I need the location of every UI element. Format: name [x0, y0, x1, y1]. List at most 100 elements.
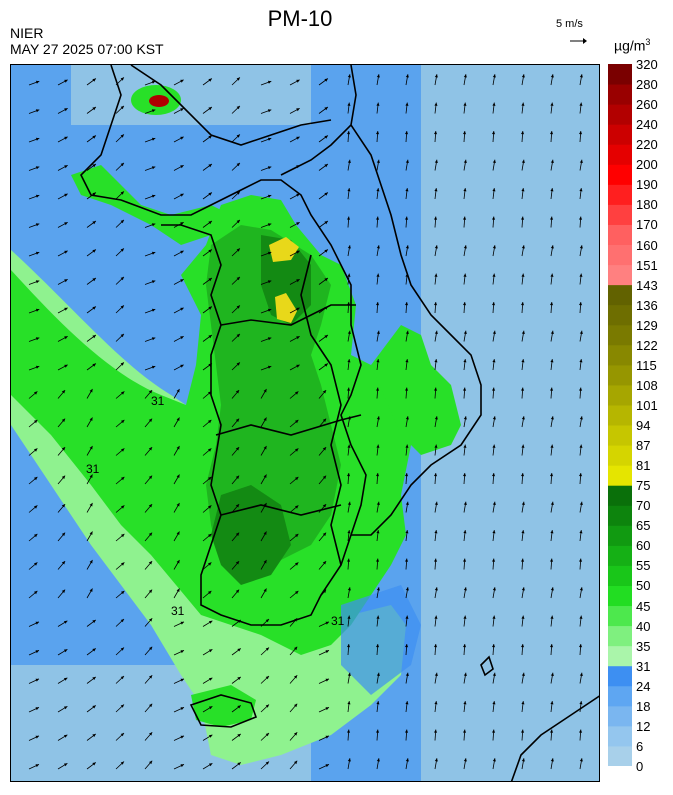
wind-arrowhead-icon: [376, 444, 380, 448]
wind-arrowhead-icon: [267, 194, 272, 198]
wind-arrowhead-icon: [347, 74, 351, 78]
legend-level-label: 180: [636, 197, 658, 213]
wind-arrowhead-icon: [463, 302, 467, 306]
wind-arrowhead-icon: [347, 359, 351, 363]
wind-arrowhead-icon: [120, 276, 124, 281]
wind-arrowhead-icon: [149, 646, 153, 651]
wind-arrowhead-icon: [151, 109, 156, 113]
legend-swatch: [608, 745, 632, 767]
wind-arrowhead-icon: [376, 102, 380, 106]
wind-arrowhead-icon: [151, 223, 156, 227]
wind-arrowhead-icon: [463, 501, 467, 505]
wind-arrowhead-icon: [492, 587, 496, 591]
wind-arrowhead-icon: [208, 335, 212, 339]
wind-arrowhead-icon: [235, 504, 240, 508]
wind-arrowhead-icon: [579, 330, 583, 334]
wind-arrowhead-icon: [325, 735, 329, 739]
wind-arrowhead-icon: [434, 359, 438, 363]
wind-arrowhead-icon: [92, 164, 96, 168]
legend-level-label: 40: [636, 618, 651, 634]
wind-arrowhead-icon: [376, 416, 380, 420]
wind-arrowhead-icon: [176, 474, 180, 478]
wind-arrowhead-icon: [324, 164, 328, 168]
legend-swatch: [608, 645, 632, 667]
hotspot-red: [149, 95, 169, 107]
wind-arrowhead-icon: [236, 191, 240, 195]
peninsula-coastline: [80, 65, 367, 626]
wind-arrowhead-icon: [92, 676, 96, 680]
wind-arrowhead-icon: [64, 193, 68, 197]
legend-level-label: 87: [636, 438, 651, 454]
coastline-borders: [80, 65, 599, 781]
wind-arrowhead-icon: [405, 159, 409, 163]
wind-arrowhead-icon: [492, 245, 496, 249]
wind-arrowhead-icon: [434, 530, 438, 534]
wind-arrowhead-icon: [347, 273, 351, 277]
wind-arrowhead-icon: [579, 530, 583, 534]
wind-arrowhead-icon: [492, 302, 496, 306]
wind-arrowhead-icon: [236, 248, 240, 252]
wind-arrowhead-icon: [463, 416, 467, 420]
wind-arrowhead-icon: [492, 644, 496, 648]
wind-arrowhead-icon: [324, 249, 328, 253]
legend-level-label: 6: [636, 738, 644, 754]
wind-arrowhead-icon: [550, 216, 554, 220]
wind-arrowhead-icon: [208, 620, 213, 624]
wind-arrowhead-icon: [180, 621, 184, 625]
wind-arrowhead-icon: [405, 359, 409, 363]
plume-north-green: [71, 165, 231, 245]
legend-swatch: [608, 545, 632, 566]
wind-arrowhead-icon: [235, 589, 240, 593]
wind-arrowhead-icon: [151, 166, 156, 170]
unit-label: µg/m3: [614, 37, 650, 54]
wind-arrowhead-icon: [463, 245, 467, 249]
legend-level-label: 122: [636, 337, 658, 353]
wind-arrowhead-icon: [296, 307, 300, 311]
wind-arrowhead-icon: [550, 387, 554, 391]
legend-level-label: 108: [636, 377, 658, 393]
wind-arrowhead-icon: [148, 418, 153, 422]
legend-level-label: 65: [636, 518, 651, 534]
wind-arrowhead-icon: [463, 273, 467, 277]
legend-level-label: 0: [636, 759, 644, 774]
wind-arrowhead-icon: [296, 79, 300, 83]
wind-arrowhead-icon: [237, 733, 241, 737]
wind-arrowhead-icon: [61, 504, 66, 508]
wind-arrowhead-icon: [235, 475, 240, 479]
wind-arrowhead-icon: [92, 78, 96, 82]
wind-arrowhead-icon: [325, 650, 329, 654]
wind-arrowhead-icon: [296, 222, 300, 226]
plume-east-coast: [371, 325, 461, 455]
wind-arrowhead-icon: [322, 447, 327, 451]
wind-arrowhead-icon: [347, 758, 351, 762]
wind-arrowhead-icon: [492, 387, 496, 391]
wind-arrowhead-icon: [521, 587, 525, 591]
wind-arrowhead-icon: [35, 365, 40, 369]
wind-arrowhead-icon: [579, 758, 583, 762]
wind-arrowhead-icon: [151, 308, 156, 312]
wind-arrowhead-icon: [347, 672, 351, 676]
wind-arrowhead-icon: [405, 615, 409, 619]
wind-arrowhead-icon: [376, 387, 380, 391]
wind-arrowhead-icon: [521, 273, 525, 277]
wind-arrowhead-icon: [267, 308, 272, 312]
wind-arrowhead-icon: [180, 707, 184, 711]
wind-arrowhead-icon: [208, 249, 212, 253]
wind-arrowhead-icon: [265, 704, 269, 708]
wind-arrowhead-icon: [237, 762, 241, 766]
wind-arrowhead-icon: [236, 77, 240, 81]
wind-arrowhead-icon: [63, 620, 68, 624]
forecast-datetime: MAY 27 2025 07:00 KST: [10, 41, 164, 57]
legend-swatch: [608, 605, 632, 627]
wind-arrowhead-icon: [434, 644, 438, 648]
agency-label: NIER: [10, 25, 44, 41]
legend-swatch: [608, 244, 632, 266]
wind-arrowhead-icon: [208, 164, 212, 168]
wind-arrowhead-icon: [434, 758, 438, 762]
wind-arrowhead-icon: [463, 387, 467, 391]
wind-arrowhead-icon: [434, 74, 438, 78]
wind-arrowhead-icon: [120, 676, 124, 680]
wind-arrowhead-icon: [347, 587, 351, 591]
wind-vectors: [28, 74, 583, 770]
wind-arrowhead-icon: [550, 359, 554, 363]
